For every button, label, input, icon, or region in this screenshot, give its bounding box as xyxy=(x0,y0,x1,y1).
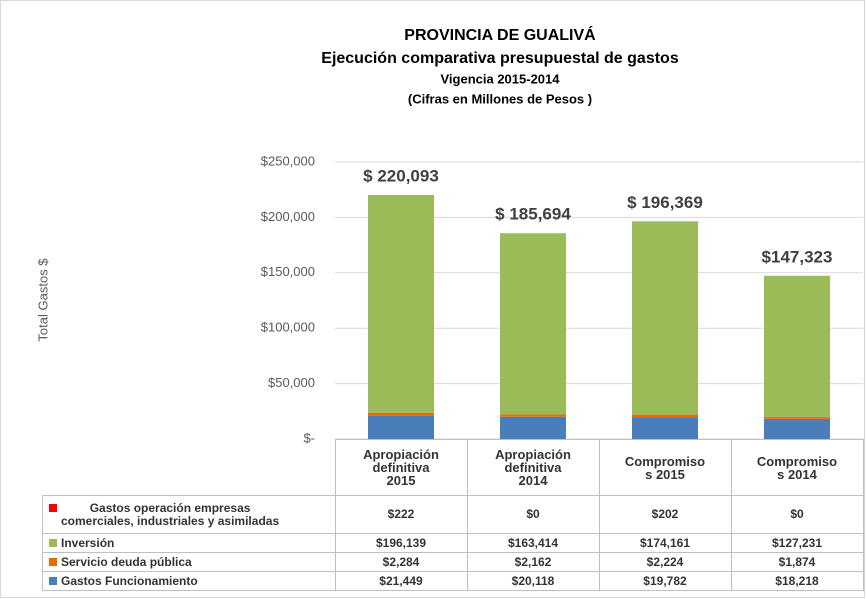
category-label: Apropiación definitiva 2014 xyxy=(466,439,600,496)
bar-segment xyxy=(500,233,566,415)
table-value: $174,161 xyxy=(598,533,732,553)
y-tick-label: $100,000 xyxy=(261,320,315,335)
table-value: $21,449 xyxy=(334,571,468,591)
bar-segment xyxy=(368,412,434,416)
legend-swatch xyxy=(49,557,57,566)
chart-subtitle: Ejecución comparativa presupuestal de ga… xyxy=(321,50,679,67)
bar-segment xyxy=(368,415,434,439)
bar-segment xyxy=(632,221,698,415)
y-tick-label: $250,000 xyxy=(261,153,315,168)
category-label: Compromiso s 2014 xyxy=(730,439,864,496)
table-value: $18,218 xyxy=(730,571,864,591)
table-value: $2,162 xyxy=(466,552,600,572)
bar-segment xyxy=(764,416,830,419)
legend-swatch xyxy=(49,503,57,512)
legend-label: Gastos operación empresas comerciales, i… xyxy=(61,500,280,528)
table-value: $2,284 xyxy=(334,552,468,572)
table-value: $163,414 xyxy=(466,533,600,553)
bar-segment xyxy=(500,416,566,439)
y-tick-label: $- xyxy=(303,430,315,445)
bar-segment xyxy=(764,418,830,439)
table-value: $127,231 xyxy=(730,533,864,553)
total-label: $ 220,093 xyxy=(363,167,439,186)
legend-cell: Inversión xyxy=(42,533,336,553)
table-value: $0 xyxy=(466,495,600,534)
table-value: $222 xyxy=(334,495,468,534)
table-value: $20,118 xyxy=(466,571,600,591)
bar-segment xyxy=(764,275,830,417)
table-row: Servicio deuda pública $2,284 $2,162 $2,224… xyxy=(42,552,864,572)
legend-label: Inversión xyxy=(61,535,115,550)
table-value: $0 xyxy=(730,495,864,534)
legend-label: Servicio deuda pública xyxy=(61,554,192,569)
legend-cell: Gastos Funcionamiento xyxy=(42,571,336,591)
legend-swatch xyxy=(49,576,57,585)
legend-label: Gastos Funcionamiento xyxy=(61,573,198,588)
category-label: Apropiación definitiva 2015 xyxy=(334,439,468,496)
bar-segment xyxy=(368,195,434,413)
table-value: $19,782 xyxy=(598,571,732,591)
bar-segment xyxy=(632,414,698,418)
total-label: $ 196,369 xyxy=(627,193,703,212)
bar-segment xyxy=(632,417,698,439)
table-value: $202 xyxy=(598,495,732,534)
table-value: $2,224 xyxy=(598,552,732,572)
table-corner xyxy=(42,439,336,496)
data-table: Apropiación definitiva 2015 Apropiación d… xyxy=(42,439,864,591)
table-header-row: Apropiación definitiva 2015 Apropiación d… xyxy=(42,439,864,496)
chart-title: PROVINCIA DE GUALIVÁ xyxy=(404,25,596,44)
legend-cell: Servicio deuda pública xyxy=(42,552,336,572)
y-tick-label: $150,000 xyxy=(261,264,315,279)
table-value: $1,874 xyxy=(730,552,864,572)
chart-subtitle: Vigencia 2015-2014 xyxy=(440,71,560,86)
chart-subtitle: (Cifras en Millones de Pesos ) xyxy=(408,91,592,106)
y-tick-label: $200,000 xyxy=(261,209,315,224)
legend-cell: Gastos operación empresas comerciales, i… xyxy=(42,495,336,534)
table-row: Inversión $196,139 $163,414 $174,161 $127,23… xyxy=(42,533,864,553)
y-axis-label: Total Gastos $ xyxy=(35,258,50,342)
bar-segment xyxy=(500,414,566,417)
table-value: $196,139 xyxy=(334,533,468,553)
legend-swatch xyxy=(49,538,57,547)
table-row: Gastos operación empresas comerciales, i… xyxy=(42,495,864,534)
total-label: $147,323 xyxy=(762,247,833,266)
table-row: Gastos Funcionamiento $21,449 $20,118 $19,7… xyxy=(42,571,864,591)
total-label: $ 185,694 xyxy=(495,205,571,224)
y-tick-label: $50,000 xyxy=(268,375,315,390)
category-label: Compromiso s 2015 xyxy=(598,439,732,496)
